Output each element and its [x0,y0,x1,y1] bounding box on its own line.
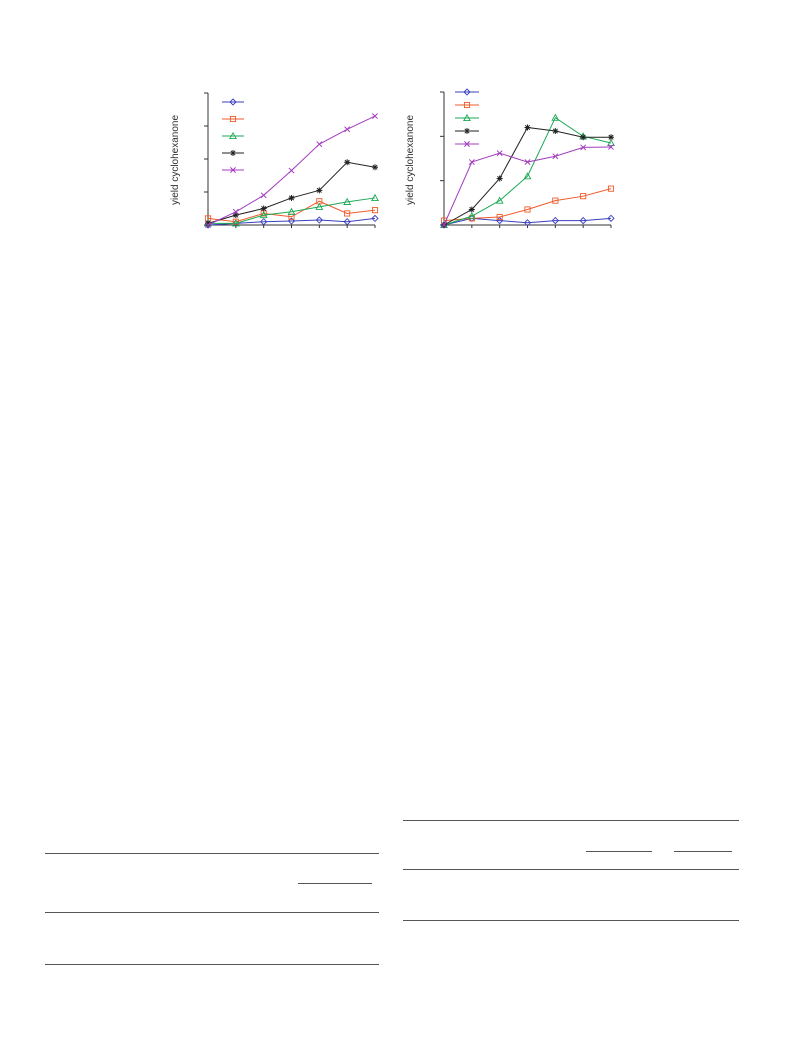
table-left-top-rule [45,853,379,854]
right-series-4-point-1 [468,159,475,166]
left-series-0-point-6 [371,214,379,223]
left-series-2-line [208,197,376,224]
right-series-2-point-3 [523,172,532,180]
right-series-0-point-3 [523,219,532,227]
right-series-2-point-2 [495,196,504,204]
left-series-0-point-3 [287,217,296,225]
left-series-4-point-6 [372,113,378,120]
right-series-0-point-5 [579,216,587,225]
left-series-2-point-6 [371,193,379,201]
right-legend-4-marker [464,141,470,147]
right-series-4-point-2 [496,150,503,157]
table-left-group-rule [298,883,372,884]
left-series-2-point-5 [343,197,352,205]
left-legend-3-marker [230,150,236,156]
table-left-bottom-rule [45,964,379,965]
right-series-3-point-3 [524,124,531,131]
left-series-1-line [207,200,376,223]
table-right-header-rule [403,869,739,870]
right-series-3-point-4 [552,128,559,135]
right-series-4-point-4 [552,153,559,160]
right-series-4-point-3 [524,159,531,166]
table-left-header-rule [45,912,379,913]
left-series-1-point-5 [344,210,351,217]
right-legend-3-marker [464,128,470,134]
left-series-2-point-2 [259,210,268,219]
left-series-4-point-0 [205,222,211,228]
left-series-3-point-3 [288,194,295,201]
left-legend-2-marker [229,131,237,140]
right-legend-0-marker [463,88,471,96]
chart-left: yield cyclohexanone [170,92,379,229]
right-series-4-line [443,146,612,226]
left-series-0-point-4 [315,216,323,224]
right-series-1-point-4 [552,197,559,204]
left-series-2-point-1 [231,219,240,227]
right-series-3-point-6 [608,134,614,141]
right-series-2-point-6 [607,138,615,147]
chart-right: yield cyclohexanone [405,88,615,229]
left-series-2-point-3 [287,207,296,215]
left-series-4-point-3 [288,167,295,174]
table-right-group-rule-2 [674,851,732,852]
left-series-4-point-2 [260,192,267,199]
left-series-3-point-1 [232,212,239,219]
right-series-3-point-1 [468,206,475,213]
right-series-0-point-4 [551,216,559,225]
left-series-4-point-1 [232,208,239,215]
table-right-group-rule-1 [586,851,652,852]
right-series-2-point-4 [551,113,560,121]
right-series-1-point-2 [496,213,503,221]
right-series-0-point-6 [607,214,615,222]
left-legend-1-marker [229,115,237,123]
right-series-3-point-5 [580,134,587,141]
right-series-2-point-1 [467,212,476,220]
right-series-4-point-0 [441,222,447,228]
right-legend-2-marker [463,113,471,122]
right-legend-1-marker [463,101,471,109]
right-series-1-point-3 [524,206,531,213]
left-series-3-point-2 [260,205,267,212]
right-series-2-line [443,116,612,226]
ylabel-left: yield cyclohexanone [170,115,181,205]
right-series-1-point-5 [580,193,587,200]
left-series-4-point-4 [316,141,323,148]
left-series-3-point-5 [344,159,351,166]
left-series-3-point-0 [205,220,211,227]
right-series-3-point-2 [496,175,503,182]
table-right-top-rule [403,820,739,821]
left-series-3-point-6 [372,164,378,171]
left-series-1-point-6 [371,207,379,214]
left-legend-4-marker [230,167,236,173]
left-series-2-point-4 [315,202,324,210]
left-series-3-point-4 [316,187,323,194]
right-series-4-point-5 [580,144,587,151]
left-series-0-point-5 [343,218,351,226]
left-legend-0-marker [229,98,237,106]
table-right-bottom-rule [403,920,739,921]
right-series-1-point-6 [607,185,615,192]
ylabel-right: yield cyclohexanone [405,115,416,205]
left-series-1-point-1 [232,218,239,225]
right-series-4-point-6 [608,144,614,150]
left-series-4-point-5 [344,126,351,133]
left-series-0-point-2 [260,218,268,226]
